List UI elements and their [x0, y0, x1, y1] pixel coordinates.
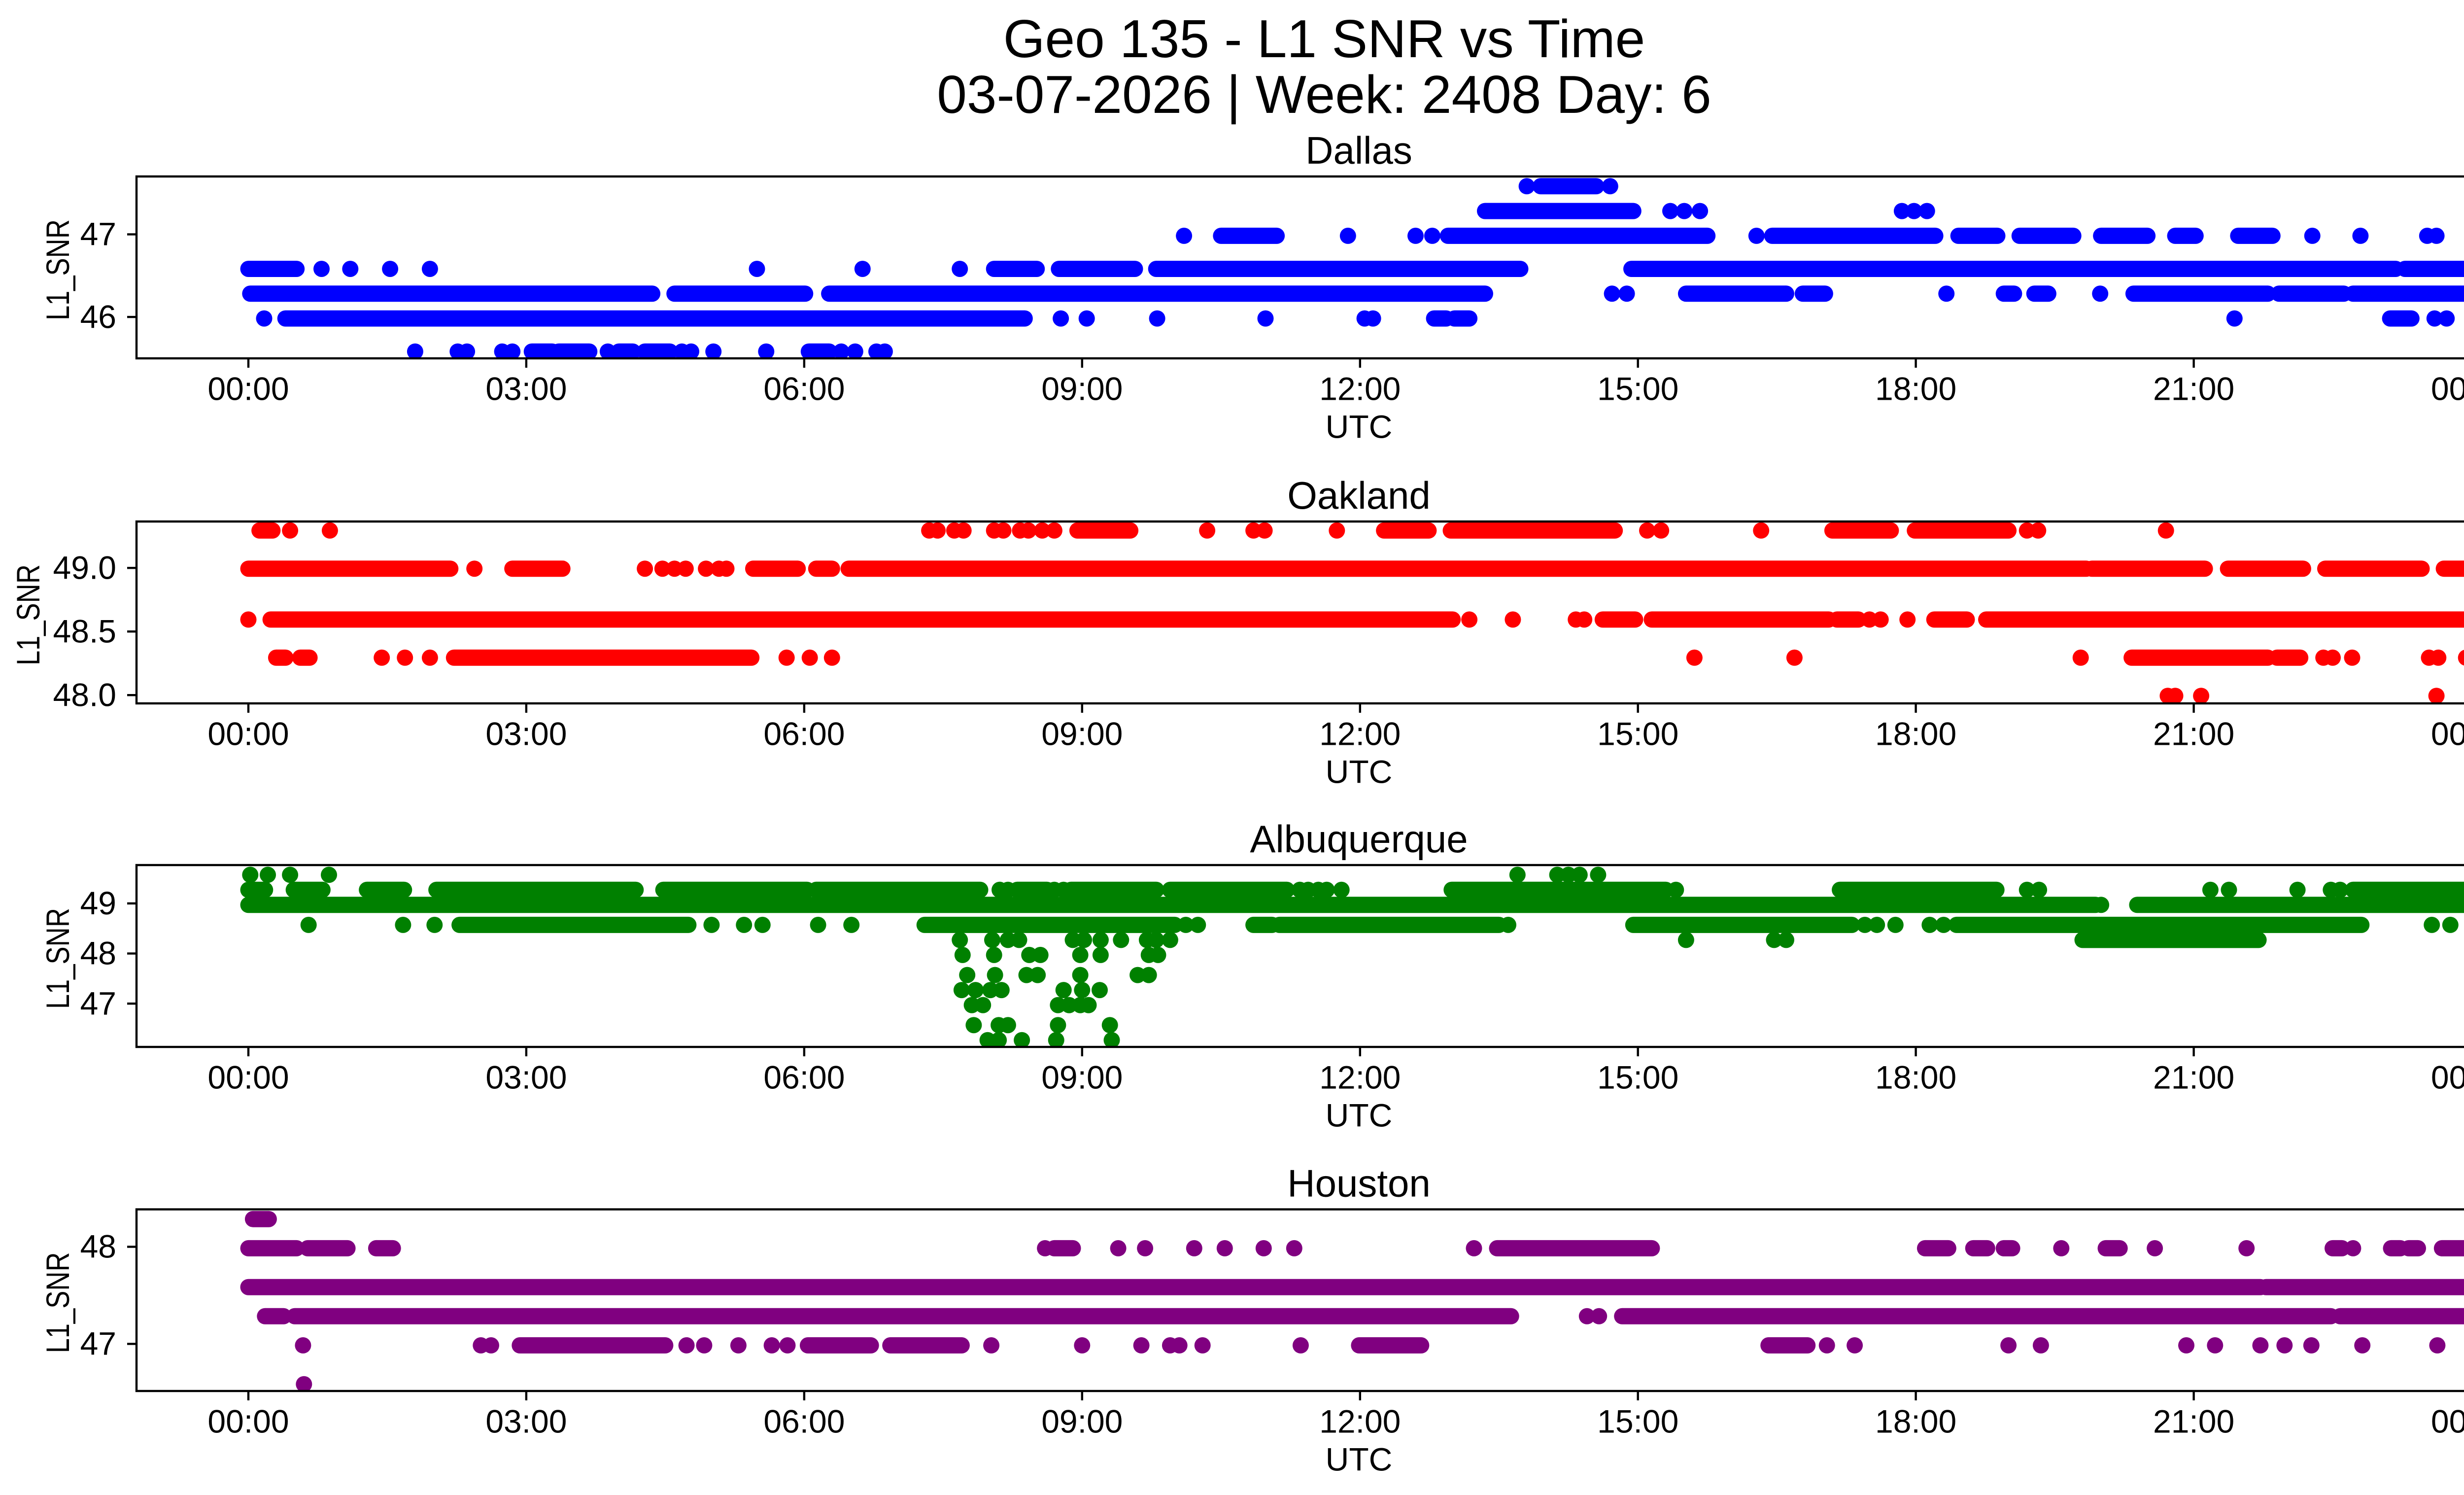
svg-text:Oakland: Oakland [1287, 474, 1431, 517]
svg-text:18:00: 18:00 [1875, 371, 1956, 407]
svg-text:Geo 135 - L1 SNR vs Time: Geo 135 - L1 SNR vs Time [1003, 9, 1645, 69]
svg-text:L1_SNR: L1_SNR [39, 1252, 76, 1353]
svg-text:UTC: UTC [1326, 1097, 1393, 1134]
svg-text:09:00: 09:00 [1041, 371, 1123, 407]
svg-text:15:00: 15:00 [1597, 1059, 1678, 1096]
svg-text:49: 49 [80, 885, 116, 921]
svg-text:21:00: 21:00 [2153, 371, 2234, 407]
svg-text:09:00: 09:00 [1041, 1059, 1123, 1096]
svg-text:18:00: 18:00 [1875, 716, 1956, 752]
svg-text:21:00: 21:00 [2153, 716, 2234, 752]
svg-text:06:00: 06:00 [763, 371, 845, 407]
svg-text:03-07-2026 | Week: 2408 Day: 6: 03-07-2026 | Week: 2408 Day: 6 [937, 65, 1711, 125]
svg-text:47: 47 [80, 216, 116, 252]
svg-text:09:00: 09:00 [1041, 1403, 1123, 1440]
svg-text:L1_SNR: L1_SNR [39, 908, 76, 1009]
svg-text:00:00: 00:00 [2431, 716, 2464, 752]
svg-text:48.5: 48.5 [53, 613, 116, 650]
svg-text:21:00: 21:00 [2153, 1059, 2234, 1096]
svg-text:06:00: 06:00 [763, 716, 845, 752]
svg-text:00:00: 00:00 [2431, 371, 2464, 407]
svg-text:47: 47 [80, 1325, 116, 1362]
svg-text:00:00: 00:00 [207, 716, 289, 752]
svg-text:03:00: 03:00 [485, 1403, 567, 1440]
svg-text:21:00: 21:00 [2153, 1403, 2234, 1440]
svg-text:48.0: 48.0 [53, 677, 116, 713]
svg-text:48: 48 [80, 1228, 116, 1265]
svg-text:L1_SNR: L1_SNR [39, 219, 76, 320]
svg-text:03:00: 03:00 [485, 1059, 567, 1096]
svg-text:12:00: 12:00 [1319, 1403, 1401, 1440]
svg-text:12:00: 12:00 [1319, 371, 1401, 407]
svg-text:15:00: 15:00 [1597, 371, 1678, 407]
svg-text:15:00: 15:00 [1597, 716, 1678, 752]
svg-text:06:00: 06:00 [763, 1059, 845, 1096]
svg-text:00:00: 00:00 [207, 371, 289, 407]
svg-text:12:00: 12:00 [1319, 1059, 1401, 1096]
svg-text:06:00: 06:00 [763, 1403, 845, 1440]
svg-text:Dallas: Dallas [1305, 129, 1412, 172]
svg-text:UTC: UTC [1326, 754, 1393, 790]
svg-text:49.0: 49.0 [53, 550, 116, 586]
svg-text:47: 47 [80, 985, 116, 1021]
svg-text:46: 46 [80, 298, 116, 335]
svg-text:18:00: 18:00 [1875, 1403, 1956, 1440]
svg-text:00:00: 00:00 [207, 1403, 289, 1440]
svg-text:00:00: 00:00 [2431, 1403, 2464, 1440]
svg-text:Houston: Houston [1287, 1162, 1431, 1205]
svg-text:03:00: 03:00 [485, 716, 567, 752]
svg-text:L1_SNR: L1_SNR [10, 564, 46, 665]
svg-text:09:00: 09:00 [1041, 716, 1123, 752]
svg-text:48: 48 [80, 935, 116, 972]
svg-text:00:00: 00:00 [2431, 1059, 2464, 1096]
svg-text:15:00: 15:00 [1597, 1403, 1678, 1440]
svg-text:12:00: 12:00 [1319, 716, 1401, 752]
svg-text:UTC: UTC [1326, 409, 1393, 445]
svg-text:00:00: 00:00 [207, 1059, 289, 1096]
svg-text:UTC: UTC [1326, 1441, 1393, 1478]
svg-text:03:00: 03:00 [485, 371, 567, 407]
svg-text:18:00: 18:00 [1875, 1059, 1956, 1096]
svg-text:Albuquerque: Albuquerque [1250, 817, 1468, 861]
